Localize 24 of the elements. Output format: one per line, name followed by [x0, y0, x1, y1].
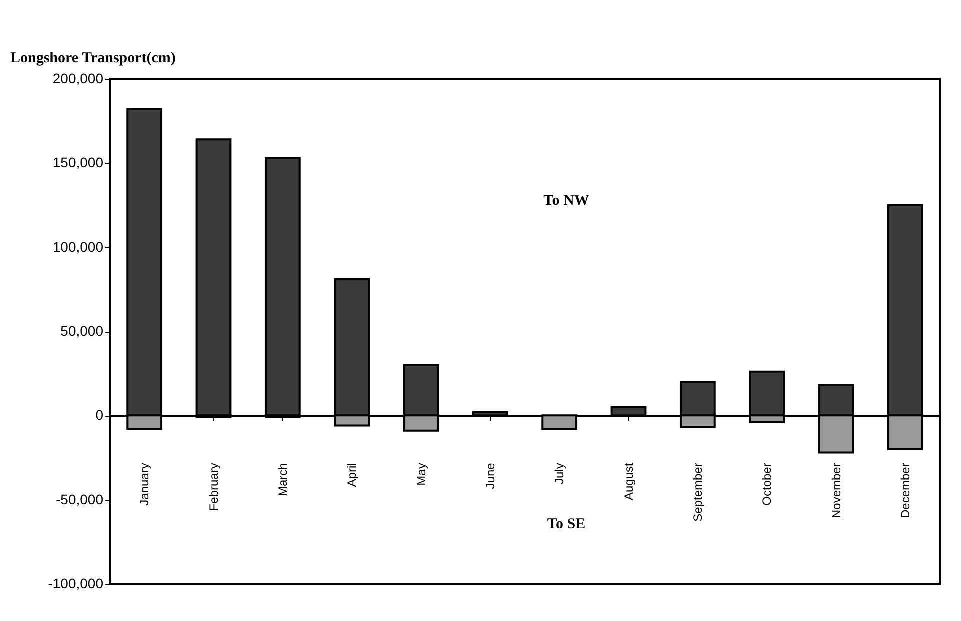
bar: [264, 157, 301, 417]
annotation: To NW: [544, 193, 590, 210]
y-tick-label: 0: [96, 407, 104, 424]
y-tick-label: -50,000: [56, 491, 104, 508]
x-tick-label: August: [622, 462, 636, 501]
x-tick-label: October: [760, 463, 774, 506]
x-tick-label: June: [483, 462, 498, 490]
x-tick-label: July: [552, 463, 567, 485]
x-tick-label: April: [345, 463, 360, 488]
x-tick-label: January: [138, 463, 152, 506]
x-tick-label: March: [276, 463, 290, 497]
y-tick-label: 150,000: [52, 154, 104, 171]
x-tick-label: February: [206, 463, 221, 512]
x-tick-label: December: [898, 463, 912, 519]
y-tick-label: 200,000: [52, 70, 104, 86]
annotation: To SE: [547, 516, 586, 532]
x-tick-label: May: [414, 463, 428, 486]
y-tick-label: 50,000: [60, 323, 104, 339]
y-tick-label: 100,000: [52, 238, 104, 255]
bar: [196, 138, 232, 417]
x-tick-label: November: [829, 463, 844, 519]
y-axis-title: Longshore Transport(cm): [10, 50, 176, 66]
y-tick-label: -100,000: [48, 576, 104, 592]
x-tick-label: September: [690, 463, 705, 522]
